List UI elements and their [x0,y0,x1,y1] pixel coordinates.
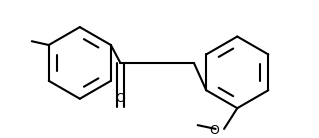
Text: O: O [115,92,125,105]
Text: O: O [210,124,219,137]
